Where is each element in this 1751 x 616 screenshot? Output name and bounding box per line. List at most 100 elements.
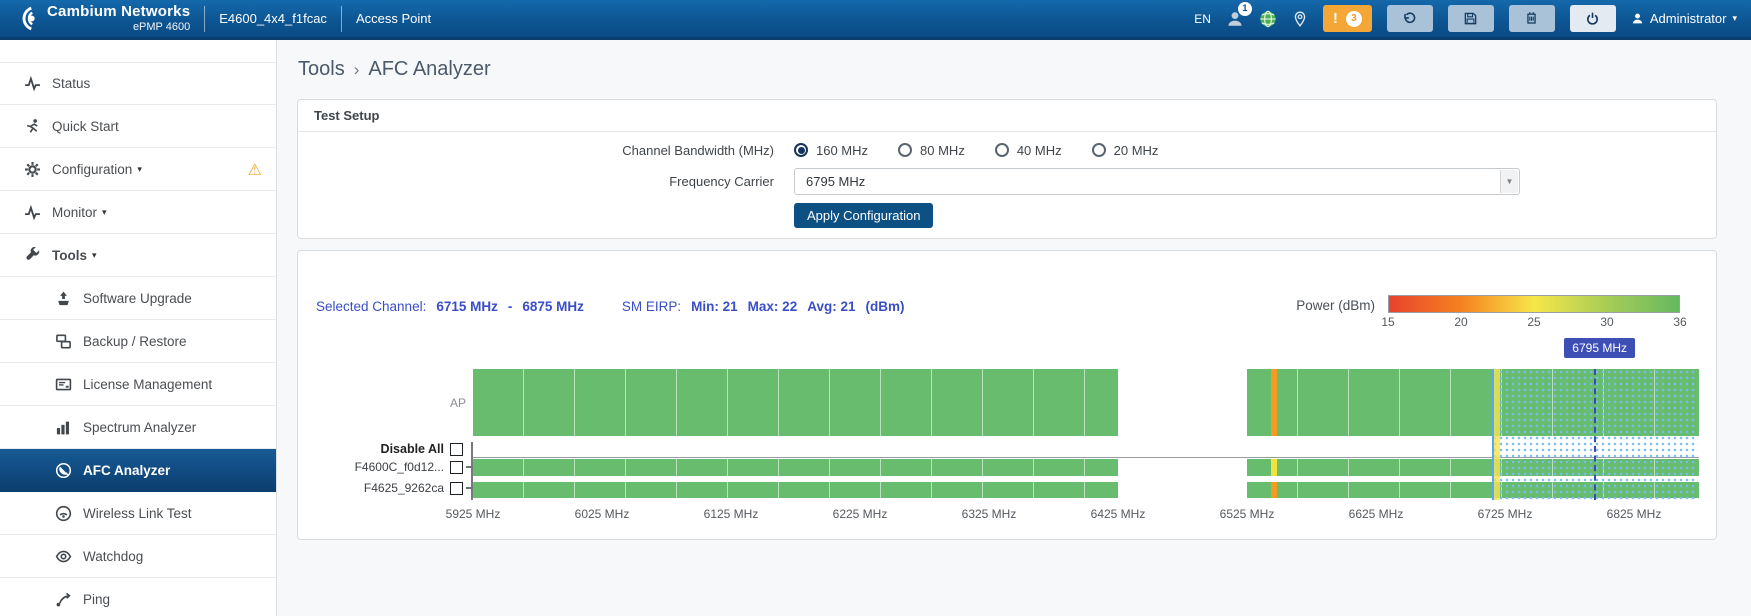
power-icon [1587,12,1599,25]
apply-configuration-button[interactable]: Apply Configuration [794,203,934,228]
user-sessions-icon[interactable]: 1 [1226,1,1252,28]
row-label-f4625-9262ca: F4625_9262ca [363,481,444,495]
breadcrumb-section[interactable]: Tools [298,58,345,80]
sidebar-item-tools[interactable]: Tools ▾ [0,234,276,277]
x-axis-line [473,457,1699,458]
power-marker [1270,369,1278,436]
brand-name: Cambium Networks [47,3,191,21]
software-upgrade-icon [55,290,72,307]
globe-icon[interactable] [1259,10,1277,28]
x-axis-tick-label: 6225 MHz [832,507,888,521]
language-selector[interactable]: EN [1194,11,1211,26]
x-axis-tick-label: 6725 MHz [1477,507,1533,521]
x-axis-tick-label: 6425 MHz [1090,507,1146,521]
user-icon [1632,13,1643,24]
device-mode: Access Point [355,11,432,26]
bandwidth-option-80-mhz[interactable]: 80 MHz [898,143,965,158]
sm-eirp-max: Max: 22 [747,299,798,314]
selection-edge-highlight [1494,369,1501,500]
row-tick [466,487,473,489]
alert-count-badge: 3 [1345,10,1362,27]
cambium-logo-icon [12,5,39,32]
sidebar-item-software-upgrade[interactable]: Software Upgrade [0,277,276,320]
power-scale-tick: 15 [1381,315,1395,329]
location-pin-icon[interactable] [1292,10,1308,27]
sidebar-item-label: Watchdog [83,548,144,564]
x-axis-tick-label: 6125 MHz [703,507,759,521]
chevron-down-icon: ▾ [92,249,97,260]
user-menu-label: Administrator [1649,11,1727,26]
sidebar-item-label: Backup / Restore [83,333,187,349]
chevron-down-icon[interactable]: ▼ [1500,170,1518,193]
x-axis-tick-label: 6025 MHz [574,507,630,521]
selected-channel-end: 6875 MHz [522,299,584,314]
status-icon [24,75,41,92]
x-axis-tick-label: 5925 MHz [445,507,501,521]
sidebar-item-configuration[interactable]: Configuration ▾ ⚠ [0,148,276,191]
user-menu[interactable]: Administrator ▾ [1631,11,1737,26]
bandwidth-option-160-mhz[interactable]: 160 MHz [794,143,868,158]
frequency-carrier-select[interactable]: 6795 MHz ▼ [794,168,1520,195]
afc-spectrum-chart: AP Disable All F4600C_f0d12... F4625_9262ca… [298,338,1716,529]
ping-icon [55,591,72,608]
undo-button[interactable] [1386,5,1433,32]
sidebar-item-label: Tools [52,247,87,263]
radio-icon [1091,143,1106,157]
monitor-icon [24,204,41,221]
channel-range-dash: - [507,299,513,314]
sidebar-item-monitor[interactable]: Monitor ▾ [0,191,276,234]
row-checkbox-f4625-9262ca[interactable] [450,482,463,495]
afc-analyzer-icon [55,462,72,479]
bandwidth-radio-group: 160 MHz 80 MHz 40 MHz 20 MHz [794,140,1158,160]
config-test-button[interactable] [1508,5,1555,32]
power-button[interactable] [1569,5,1616,32]
sm-eirp-units: (dBm) [865,299,905,314]
bandwidth-option-label: 40 MHz [1016,142,1062,158]
header-actions: EN 1 ! 3 [1194,1,1739,32]
sidebar-item-license-management[interactable]: License Management [0,363,276,406]
sidebar-item-ping[interactable]: Ping [0,578,276,616]
top-header: Cambium Networks ePMP 4600 E4600_4x4_f1f… [0,0,1751,40]
alert-icon: ! [1332,10,1338,27]
row-label-ap: AP [449,396,466,410]
breadcrumb: Tools › AFC Analyzer [298,57,1717,82]
bandwidth-option-20-mhz[interactable]: 20 MHz [1091,143,1158,158]
test-setup-panel: Test Setup Channel Bandwidth (MHz) 160 M… [297,99,1717,239]
row-label-disable-all: Disable All [380,442,444,456]
device-name: E4600_4x4_f1fcac [219,11,327,26]
bandwidth-option-label: 160 MHz [816,142,869,158]
power-legend-label: Power (dBm) [1296,298,1375,313]
x-axis-tick-label: 6825 MHz [1606,507,1662,521]
sidebar-item-label: Quick Start [52,118,119,134]
x-axis-tick-label: 6525 MHz [1219,507,1275,521]
save-button[interactable] [1447,5,1494,32]
radio-icon [794,143,808,157]
x-axis-tick-label: 6325 MHz [961,507,1017,521]
power-scale-tick: 30 [1600,315,1614,329]
row-label-f4600c-f0d12: F4600C_f0d12... [354,460,444,474]
y-axis-line [471,442,473,500]
sidebar-item-label: Status [52,76,91,91]
sm-eirp-label: SM EIRP: [621,299,682,314]
alerts-button[interactable]: ! 3 [1322,5,1372,32]
sidebar-item-label: Spectrum Analyzer [83,419,197,435]
bandwidth-option-40-mhz[interactable]: 40 MHz [994,142,1062,158]
row-tick [466,466,473,468]
row-checkbox-f4600c-f0d12[interactable] [450,461,463,474]
power-gradient-bar [1388,295,1680,313]
selected-channel-overlay [1492,369,1699,500]
undo-icon [1404,12,1416,24]
sidebar-item-label: Software Upgrade [83,290,192,306]
sidebar: Status Quick Start Configuration ▾ ⚠ Monitor ▾… [0,40,277,616]
center-frequency-line [1594,369,1597,500]
row-checkbox-disable-all[interactable] [450,443,463,456]
sidebar-item-spectrum-analyzer[interactable]: Spectrum Analyzer [0,406,276,449]
sidebar-item-watchdog[interactable]: Watchdog [0,535,276,578]
sidebar-item-quick-start[interactable]: Quick Start [0,105,276,148]
sidebar-item-afc-analyzer[interactable]: AFC Analyzer [0,449,276,492]
sidebar-item-status[interactable]: Status [0,62,276,105]
sidebar-item-wireless-link-test[interactable]: Wireless Link Test [0,492,276,535]
sidebar-item-backup-restore[interactable]: Backup / Restore [0,320,276,363]
power-legend: Power (dBm) 15 20 25 30 36 [1296,295,1687,330]
